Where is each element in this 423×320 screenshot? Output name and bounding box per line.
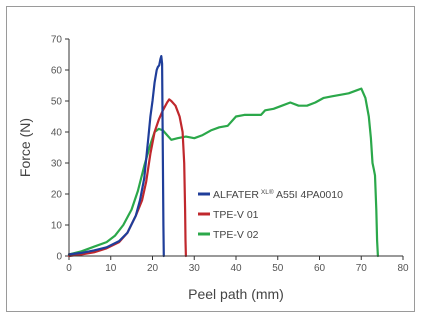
x-tick-label: 60 [314, 263, 326, 274]
x-axis-title: Peel path (mm) [188, 286, 284, 302]
chart-frame [6, 6, 415, 312]
legend: ALFATER XL® A55I 4PA0010 TPE-V 01 TPE-V 0… [198, 188, 343, 241]
y-axis-title: Force (N) [17, 118, 33, 177]
y-tick-label: 20 [51, 190, 63, 201]
x-tick-label: 40 [230, 263, 242, 274]
legend-label-tpe-v-02: TPE-V 02 [213, 229, 259, 241]
y-tick-label: 10 [51, 221, 63, 232]
y-tick-label: 70 [51, 35, 63, 46]
legend-alfater-sup: XL® [261, 188, 274, 196]
legend-label-tpe-v-01: TPE-V 01 [213, 209, 259, 221]
legend-alfater-suffix: A55I 4PA0010 [274, 189, 343, 201]
x-tick-label: 0 [66, 263, 72, 274]
series-line-alfater [67, 54, 165, 258]
axes-layer [68, 39, 403, 257]
series-layer [67, 54, 379, 258]
x-tick-label: 80 [397, 263, 409, 274]
x-tick-label: 30 [189, 263, 201, 274]
legend-label-alfater: ALFATER XL® A55I 4PA0010 [213, 188, 343, 201]
series-line-tpe-v-02 [67, 87, 379, 258]
x-tick-label: 10 [105, 263, 117, 274]
legend-alfater-prefix: ALFATER [213, 189, 259, 201]
y-tick-label: 60 [51, 66, 63, 77]
tick-layer: 0 10 20 30 40 50 60 70 80 0 10 20 30 40 50 60 70 [51, 35, 409, 275]
y-tick-label: 0 [56, 252, 62, 263]
y-tick-label: 40 [51, 128, 63, 139]
x-tick-label: 70 [356, 263, 368, 274]
x-tick-label: 50 [272, 263, 284, 274]
y-tick-label: 30 [51, 159, 63, 170]
x-tick-label: 20 [147, 263, 159, 274]
y-tick-label: 50 [51, 97, 63, 108]
